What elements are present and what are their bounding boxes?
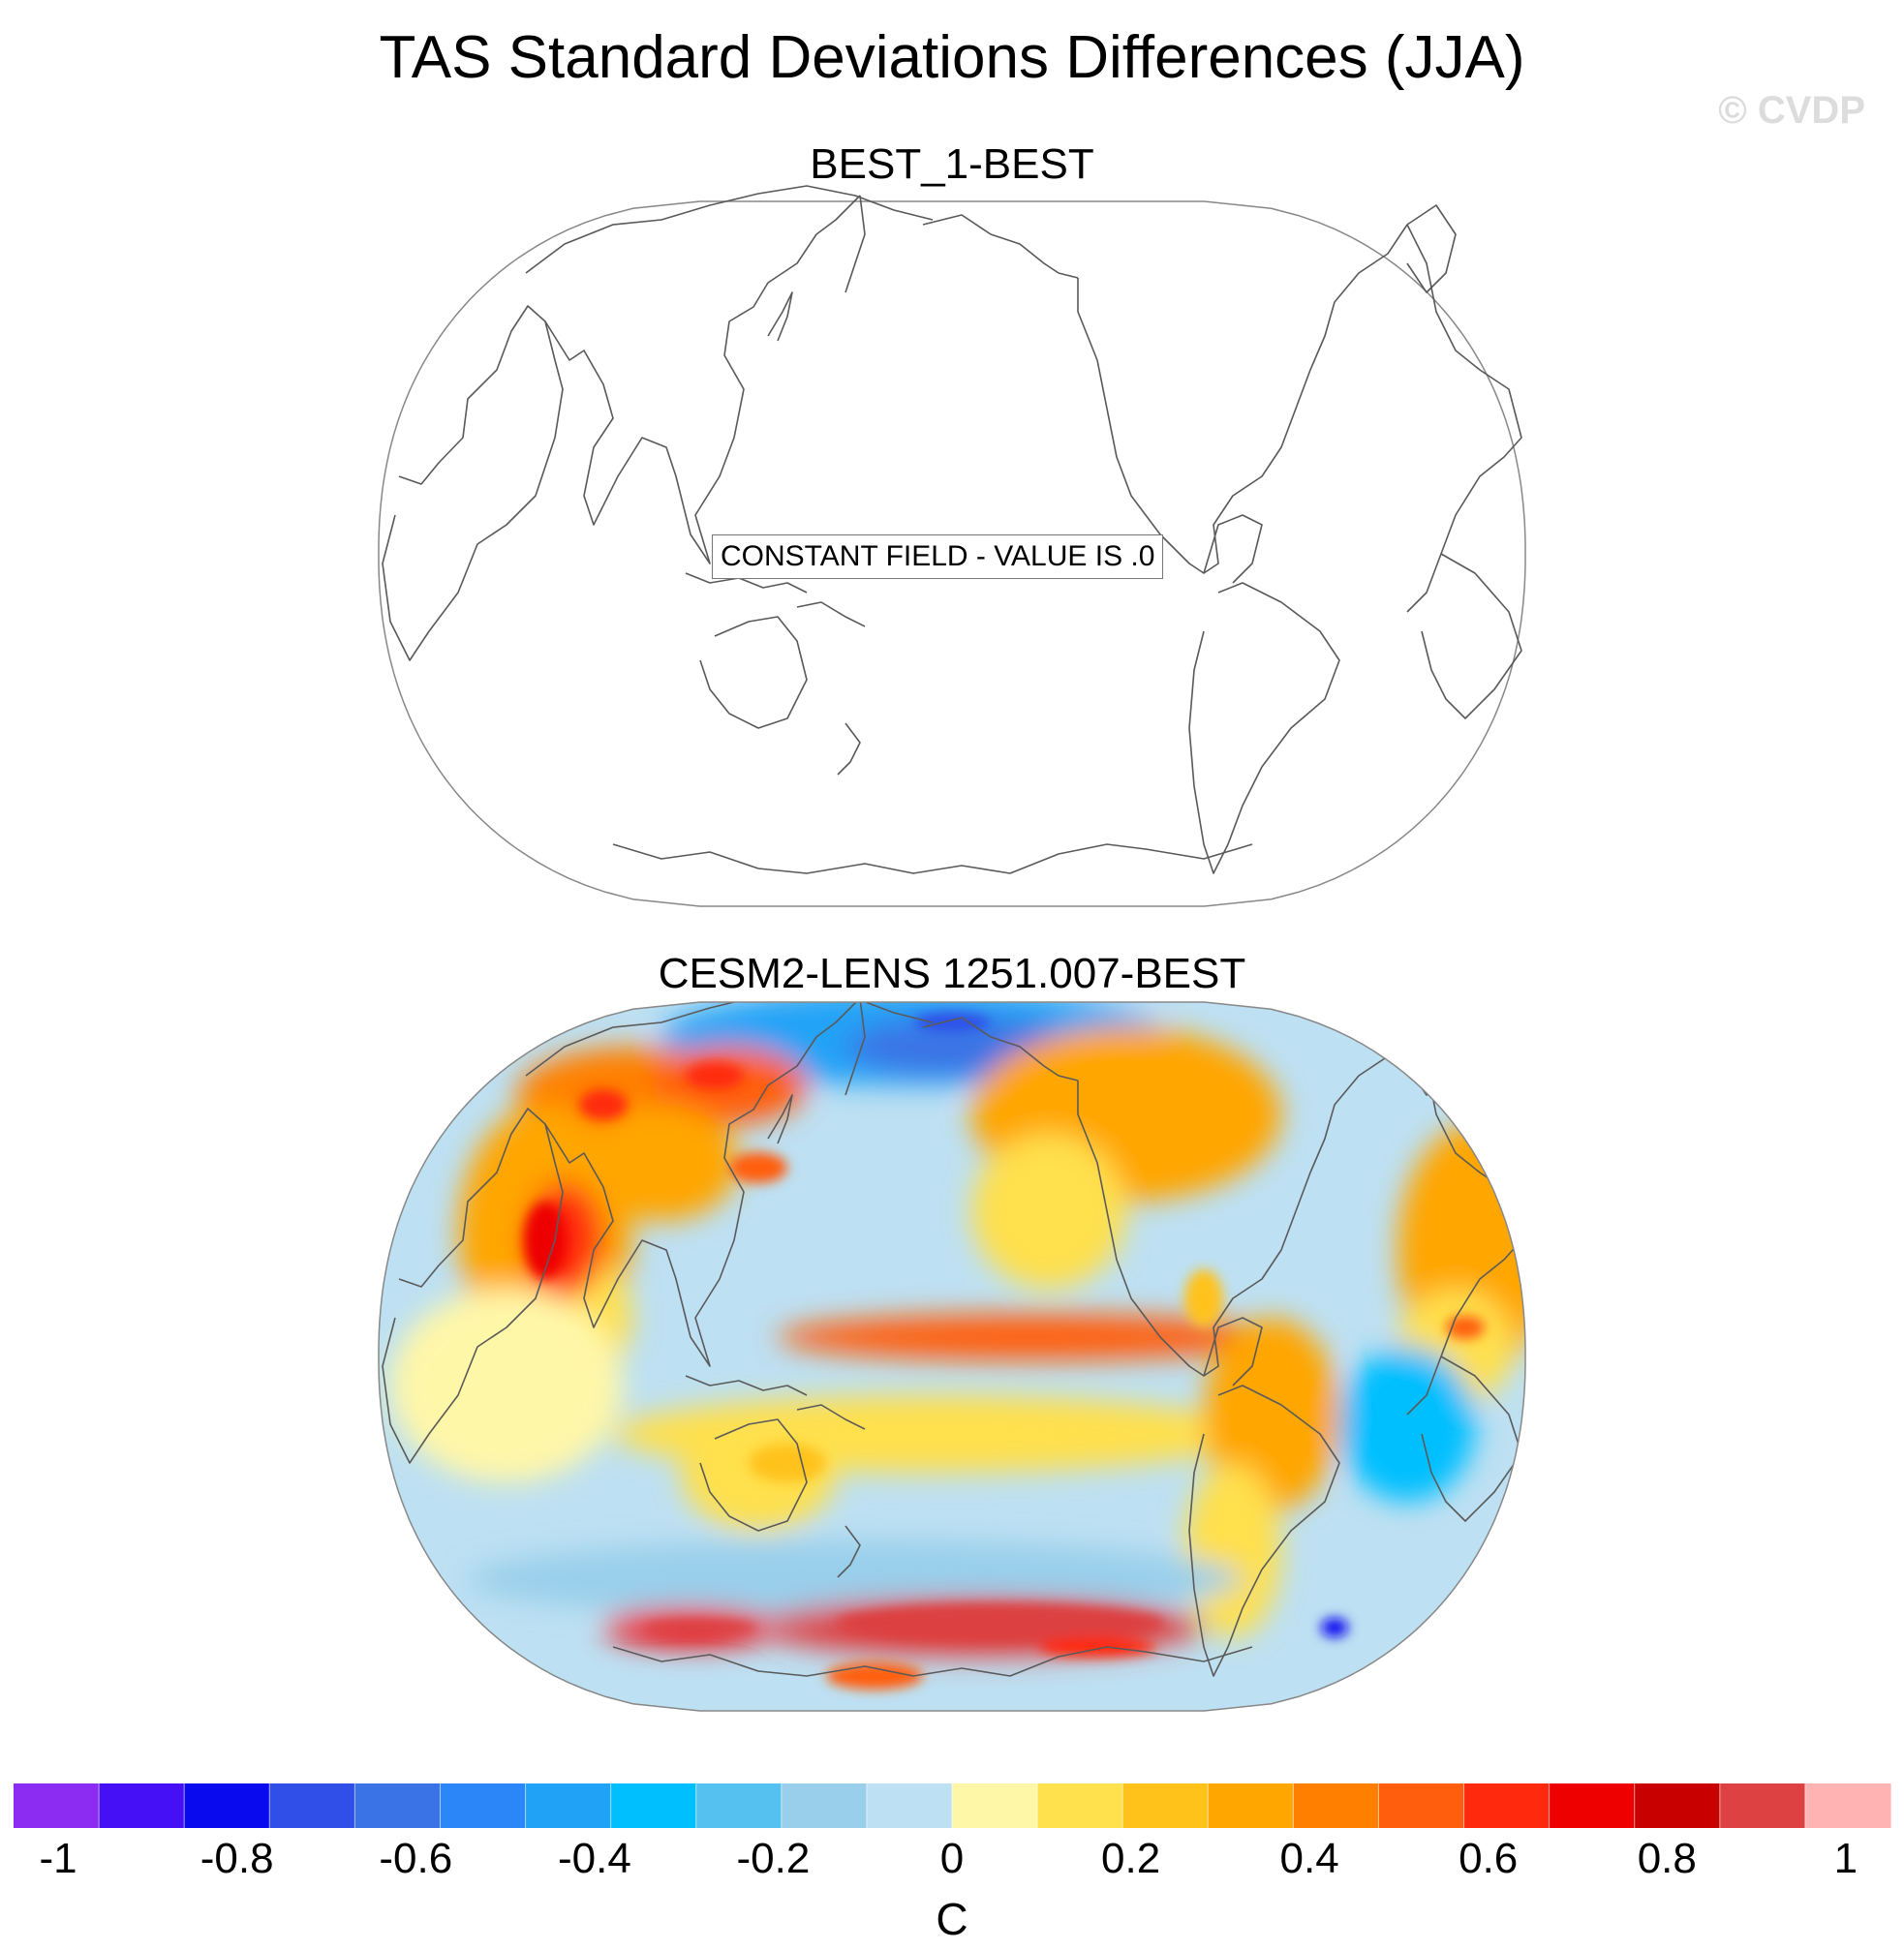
coastline-africa: [382, 305, 564, 661]
coastline-indonesia: [685, 1375, 808, 1396]
anomaly-blob: [579, 1089, 628, 1120]
coastline-asia: [544, 195, 861, 564]
colorbar-tick-label: 1: [1833, 1835, 1858, 1882]
coastline-samerica: [1188, 1385, 1340, 1677]
coastline-gulf: [1203, 514, 1263, 584]
coastline-samerica: [1188, 582, 1340, 874]
map-outline-bottom: [378, 1001, 1526, 1712]
colorbar-box: [1549, 1783, 1636, 1828]
coastline-africa-right: [1421, 1356, 1522, 1522]
coastline-nz: [837, 1525, 861, 1578]
colorbar-box: [440, 1783, 527, 1828]
colorbar-tick-label: 0: [939, 1835, 965, 1882]
coastline-siberia: [525, 185, 934, 274]
colorbar-box: [1122, 1783, 1209, 1828]
anomaly-blob: [749, 1444, 826, 1482]
coastline-japan: [767, 291, 793, 342]
anomaly-blob: [524, 1202, 567, 1279]
colorbar-tick-label: 0.4: [1279, 1835, 1339, 1882]
anomaly-blob: [778, 1314, 1281, 1360]
colorbar-box: [1378, 1783, 1465, 1828]
coastline-australia: [699, 1418, 808, 1532]
colorbar-box: [695, 1783, 783, 1828]
colorbar-box: [525, 1783, 612, 1828]
anomaly-blob: [729, 1152, 787, 1183]
anomaly-blob: [1204, 1318, 1339, 1511]
coastline-japan: [767, 1094, 793, 1144]
colorbar-box: [1634, 1783, 1721, 1828]
anomaly-blob: [468, 1540, 1243, 1618]
coastlines-top: [382, 185, 1522, 874]
colorbar-units: C: [936, 1894, 968, 1944]
coastline-kamchatka: [845, 1002, 866, 1096]
anomaly-blob: [913, 1013, 991, 1032]
colorbar-box: [781, 1783, 868, 1828]
anomaly-blob: [1446, 1316, 1485, 1339]
anomaly-blob: [1184, 1463, 1281, 1637]
anomaly-blob: [1321, 1618, 1348, 1637]
colorbar-box: [610, 1783, 697, 1828]
colorbar: [14, 1783, 1891, 1828]
coastline-gulf: [1203, 1317, 1263, 1386]
coastline-indonesia: [685, 572, 808, 594]
coastline-nz: [837, 722, 861, 776]
coastline-new-guinea: [796, 1404, 866, 1430]
anomaly-blob: [584, 1105, 739, 1221]
colorbar-tick-label: -0.4: [557, 1835, 631, 1882]
anomaly-blob: [410, 1614, 468, 1641]
coastline-alaska: [922, 1017, 1079, 1082]
coastline-alaska: [922, 214, 1079, 279]
anomaly-blob: [1184, 1269, 1223, 1327]
colorbar-box: [269, 1783, 355, 1828]
colorbar-tick-label: 0.8: [1637, 1835, 1697, 1882]
colorbar-tick-label: -1: [39, 1835, 77, 1882]
panel-2-title: CESM2-LENS 1251.007-BEST: [658, 950, 1246, 997]
anomaly-blob: [686, 1062, 744, 1089]
figure-title: TAS Standard Deviations Differences (JJA…: [379, 24, 1525, 91]
colorbar-box: [184, 1783, 270, 1828]
panel-1-title: BEST_1-BEST: [810, 140, 1094, 188]
colorbar-box: [1208, 1783, 1294, 1828]
coastline-siberia: [525, 1002, 934, 1077]
coastline-asia: [544, 1002, 861, 1367]
colorbar-tick-label: -0.8: [200, 1835, 274, 1882]
coastline-greenland: [1406, 204, 1457, 293]
colorbar-box: [354, 1783, 442, 1828]
map-panel-cesm2: [378, 1001, 1526, 1712]
colorbar-box: [1293, 1783, 1380, 1828]
colorbar-box: [99, 1783, 185, 1828]
anomaly-blob: [826, 1662, 923, 1690]
coastline-africa: [382, 1108, 564, 1464]
coastline-africa-right: [1421, 553, 1522, 719]
colorbar-box: [1037, 1783, 1123, 1828]
colorbar-tick-label: -0.2: [736, 1835, 811, 1882]
coastline-australia: [699, 616, 808, 729]
coastline-antarctica: [612, 843, 1253, 874]
colorbar-box: [952, 1783, 1038, 1828]
coastline-namerica: [1077, 224, 1408, 574]
watermark: © CVDP: [1718, 89, 1865, 132]
colorbar-box: [1804, 1783, 1891, 1828]
colorbar-tick-label: 0.2: [1101, 1835, 1161, 1882]
coastline-new-guinea: [796, 601, 866, 627]
colorbar-box: [1719, 1783, 1806, 1828]
coastline-namerica: [1077, 1026, 1408, 1377]
anomaly-blob: [1339, 1347, 1475, 1502]
colorbar-box: [866, 1783, 953, 1828]
coastline-kamchatka: [845, 195, 866, 293]
anomaly-blob: [836, 1603, 1165, 1642]
anomaly-field-detail: [410, 1013, 1485, 1690]
constant-field-label: CONSTANT FIELD - VALUE IS .0: [712, 534, 1164, 579]
anomaly-blob: [1039, 1637, 1155, 1657]
colorbar-box: [14, 1783, 100, 1828]
anomaly-blob: [390, 1289, 623, 1482]
anomaly-blob: [642, 1620, 758, 1635]
coastline-antarctica: [612, 1646, 1253, 1677]
colorbar-box: [1463, 1783, 1551, 1828]
colorbar-tick-label: -0.6: [379, 1835, 453, 1882]
anomaly-blob: [971, 1134, 1126, 1289]
colorbar-tick-label: 0.6: [1459, 1835, 1519, 1882]
